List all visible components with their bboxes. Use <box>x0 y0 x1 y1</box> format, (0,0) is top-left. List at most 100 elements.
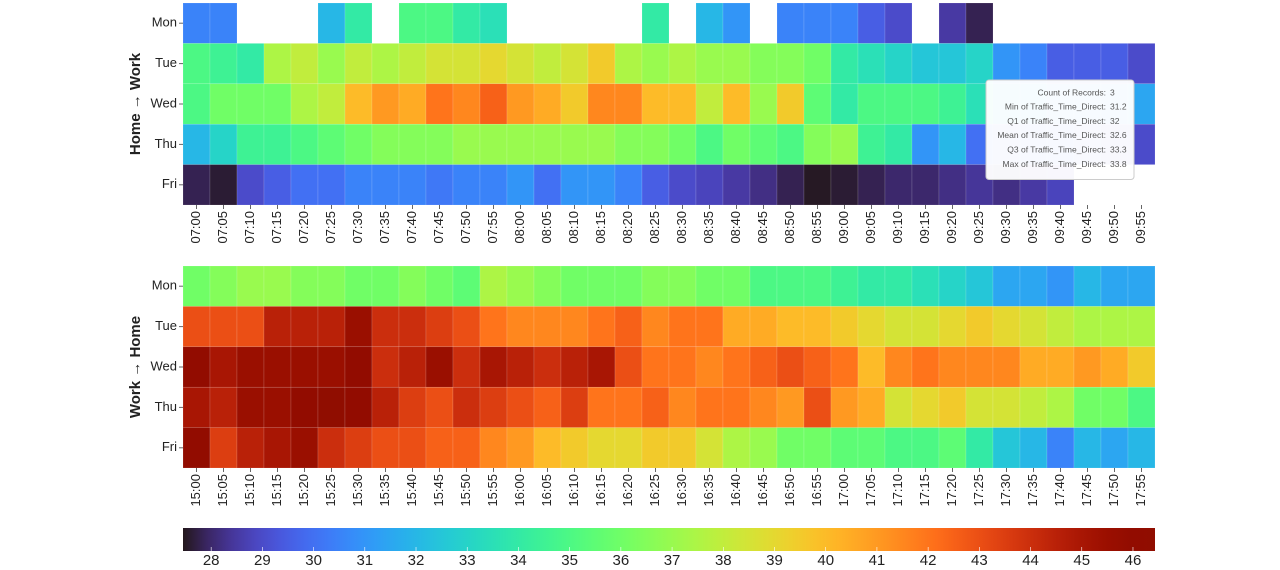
tooltip-value: 33.8 <box>1110 159 1127 169</box>
heatmap-cell <box>695 427 724 469</box>
x-tick-label: 16:45 <box>755 474 770 507</box>
heatmap-cell <box>992 43 1021 85</box>
heatmap-cell <box>317 427 346 469</box>
heatmap-cell <box>965 2 994 44</box>
heatmap-cell <box>1100 306 1129 348</box>
x-tick-label: 09:35 <box>1025 211 1040 244</box>
heatmap-cell <box>668 43 697 85</box>
heatmap-cell <box>1127 386 1156 428</box>
colorbar-tick-label: 30 <box>305 552 322 569</box>
heatmap-cell <box>857 265 886 307</box>
heatmap-cell <box>695 346 724 388</box>
x-tick-label: 09:05 <box>863 211 878 244</box>
x-tick-label: 16:05 <box>539 474 554 507</box>
x-tick-label: 07:35 <box>377 211 392 244</box>
heatmap-cell <box>614 427 643 469</box>
heatmap-cell <box>1046 306 1075 348</box>
heatmap-cell <box>425 123 454 165</box>
heatmap-cell <box>398 123 427 165</box>
heatmap-cell <box>1127 43 1156 85</box>
x-tick-label: 08:30 <box>674 211 689 244</box>
heatmap-cell <box>884 123 913 165</box>
x-tick-label: 16:10 <box>566 474 581 507</box>
heatmap-cell <box>533 386 562 428</box>
colorbar-tick-label: 31 <box>356 552 373 569</box>
heatmap-cell <box>317 346 346 388</box>
x-tick-label: 07:20 <box>296 211 311 244</box>
heatmap-cell <box>290 164 319 206</box>
x-tick-label: 08:05 <box>539 211 554 244</box>
heatmap-cell <box>263 164 292 206</box>
heatmap-cell <box>371 427 400 469</box>
tooltip-value: 32 <box>1110 116 1120 126</box>
heatmap-cell <box>1019 427 1048 469</box>
heatmap-cell <box>911 346 940 388</box>
x-tick-label: 07:25 <box>323 211 338 244</box>
heatmap-cell <box>938 265 967 307</box>
heatmap-cell <box>668 83 697 125</box>
colorbar-tick-label: 42 <box>920 552 937 569</box>
heatmap-cell <box>695 2 724 44</box>
heatmap-cell <box>371 386 400 428</box>
x-tick-label: 09:45 <box>1079 211 1094 244</box>
tooltip-value: 3 <box>1110 87 1115 97</box>
heatmap-cell <box>911 164 940 206</box>
heatmap-cell <box>668 123 697 165</box>
heatmap-cell <box>209 386 238 428</box>
heatmap-cell <box>290 346 319 388</box>
heatmap-cell <box>695 83 724 125</box>
colorbar-tick-label: 43 <box>971 552 988 569</box>
heatmap-cell <box>830 306 859 348</box>
heatmap-cell <box>992 427 1021 469</box>
heatmap-cell <box>1127 265 1156 307</box>
heatmap-cell <box>776 83 805 125</box>
x-tick-label: 07:00 <box>188 211 203 244</box>
heatmap-cell <box>884 164 913 206</box>
x-tick-label: 15:50 <box>458 474 473 507</box>
heatmap-cell <box>614 43 643 85</box>
heatmap-cell <box>209 306 238 348</box>
heatmap-cell <box>236 346 265 388</box>
heatmap-cell <box>1046 265 1075 307</box>
tooltip-label: Count of Records: <box>1037 87 1106 97</box>
heatmap-cell <box>425 427 454 469</box>
heatmap-cell <box>587 123 616 165</box>
colorbar-tick-label: 33 <box>459 552 476 569</box>
heatmap-cell <box>479 83 508 125</box>
x-tick-label: 09:55 <box>1133 211 1148 244</box>
heatmap-cell <box>506 427 535 469</box>
heatmap-cell <box>911 386 940 428</box>
x-tick-label: 15:10 <box>242 474 257 507</box>
x-tick-label: 15:25 <box>323 474 338 507</box>
heatmap-cell <box>560 265 589 307</box>
heatmap-cell <box>1073 306 1102 348</box>
heatmap-cell <box>425 164 454 206</box>
heatmap-cell <box>695 123 724 165</box>
x-tick-label: 09:40 <box>1052 211 1067 244</box>
heatmap-cell <box>560 83 589 125</box>
heatmap-cell <box>371 83 400 125</box>
heatmap-cell <box>263 306 292 348</box>
y-tick-label: Mon <box>152 15 177 30</box>
heatmap-cell <box>884 43 913 85</box>
heatmap-cell <box>830 164 859 206</box>
x-tick-label: 16:00 <box>512 474 527 507</box>
heatmap-cell <box>425 346 454 388</box>
y-tick-label: Tue <box>155 318 177 333</box>
heatmap-cell <box>317 386 346 428</box>
y-tick-label: Tue <box>155 55 177 70</box>
heatmap-cell <box>668 427 697 469</box>
heatmap-cell <box>452 427 481 469</box>
heatmap-cell <box>425 265 454 307</box>
heatmap-cell <box>938 123 967 165</box>
heatmap-cell <box>452 265 481 307</box>
y-axis-title: Work → Home <box>127 316 144 418</box>
x-tick-label: 08:40 <box>728 211 743 244</box>
x-tick-label: 09:30 <box>998 211 1013 244</box>
colorbar-tick-label: 32 <box>408 552 425 569</box>
heatmap-cell <box>1073 43 1102 85</box>
heatmap-cell <box>398 2 427 44</box>
heatmap-cell <box>344 427 373 469</box>
heatmap-cell <box>857 164 886 206</box>
heatmap-cell <box>776 386 805 428</box>
